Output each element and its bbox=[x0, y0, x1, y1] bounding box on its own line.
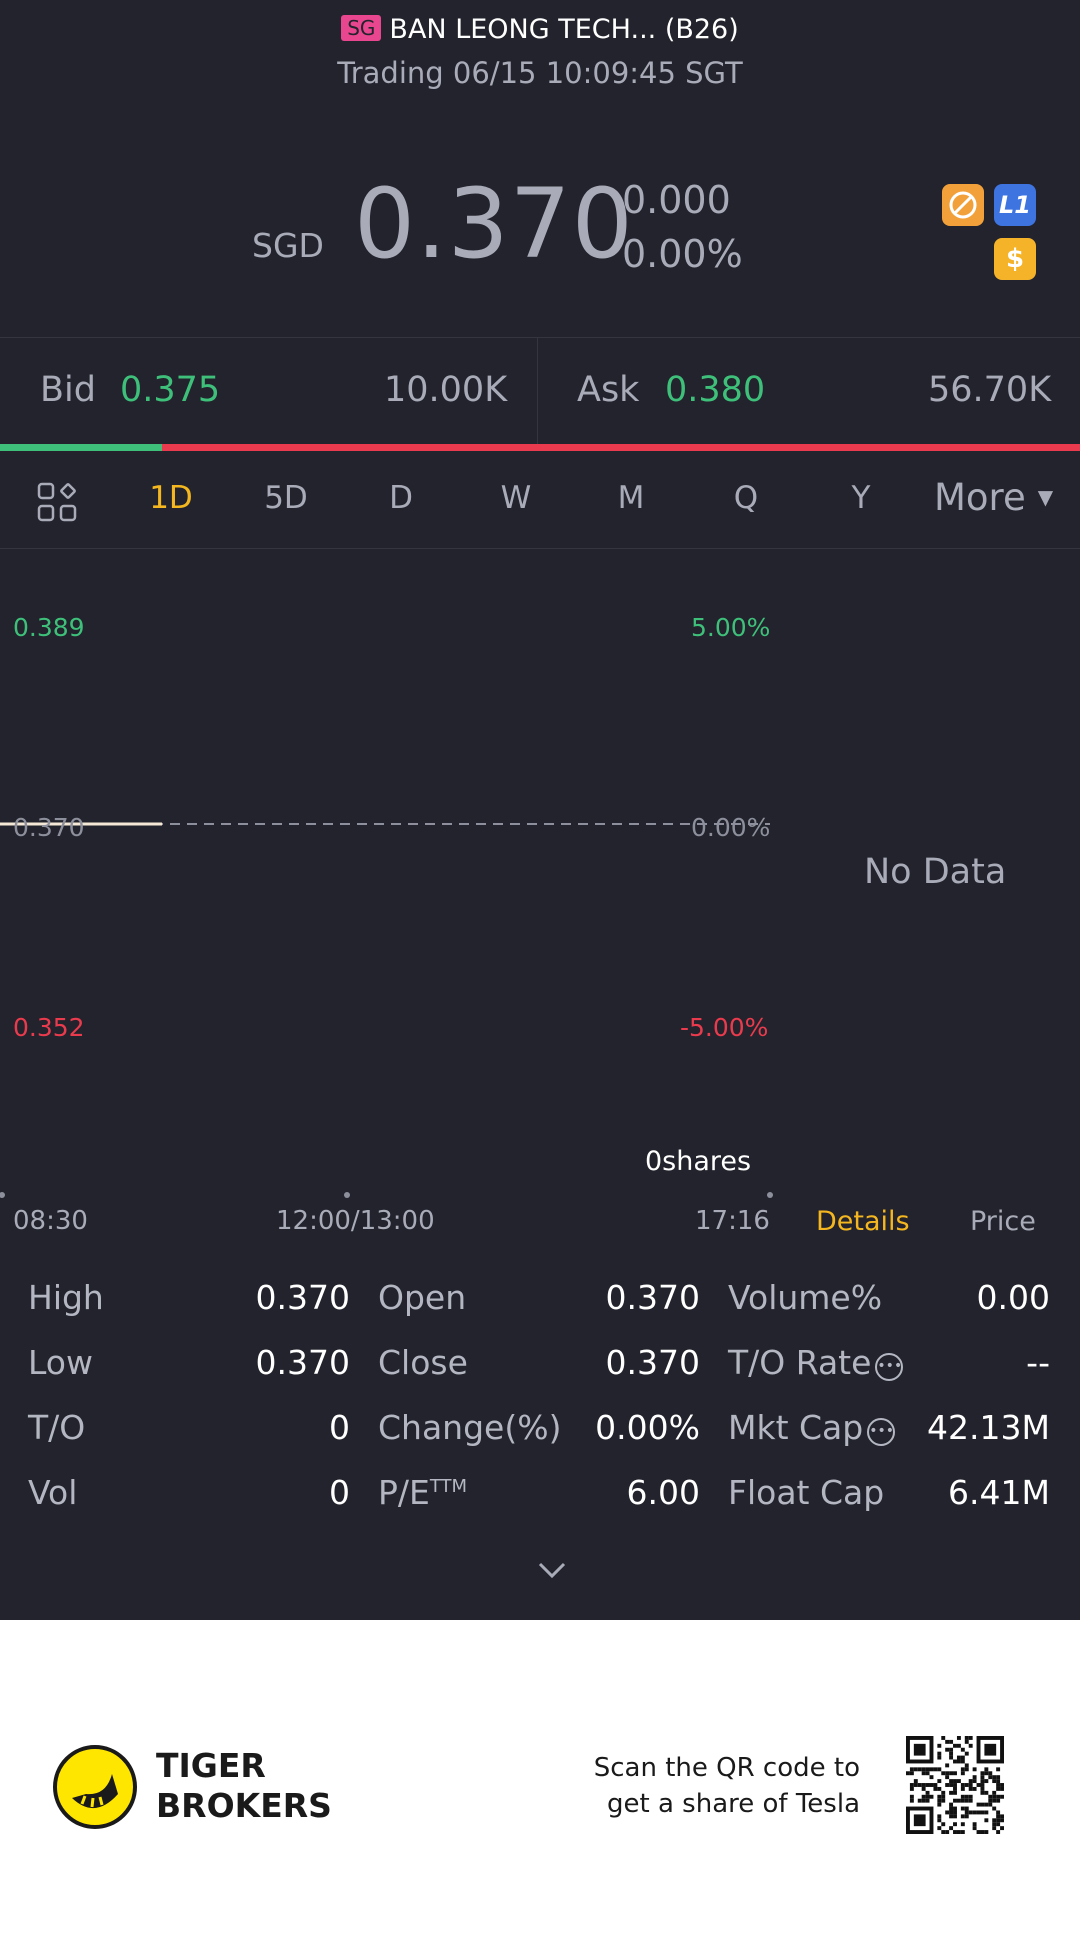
info-icon[interactable]: ••• bbox=[875, 1353, 904, 1381]
axis-pct-high: 5.00% bbox=[691, 613, 771, 642]
stock-title[interactable]: SG BAN LEONG TECH... (B26) bbox=[0, 14, 1080, 45]
stat-high-value: 0.370 bbox=[255, 1278, 350, 1317]
bid-volume: 10.00K bbox=[384, 370, 508, 410]
scan-prompt: Scan the QR code to get a share of Tesla bbox=[560, 1750, 860, 1822]
tab-q[interactable]: Q bbox=[733, 480, 759, 516]
divider bbox=[0, 337, 1080, 338]
caret-down-icon: ▼ bbox=[1037, 485, 1054, 509]
ask-price: 0.380 bbox=[665, 370, 766, 410]
volume-shares-label: 0shares bbox=[645, 1146, 752, 1177]
stat-float-cap-value: 6.41M bbox=[948, 1473, 1050, 1512]
bid-price: 0.375 bbox=[120, 370, 221, 410]
intraday-chart[interactable] bbox=[0, 560, 1080, 1220]
stat-close-label: Close bbox=[378, 1343, 468, 1382]
stat-volume-pct-value: 0.00 bbox=[976, 1278, 1050, 1317]
tab-price[interactable]: Price bbox=[970, 1206, 1036, 1237]
price-change-percent: 0.00% bbox=[622, 232, 743, 276]
chevron-down-icon[interactable] bbox=[534, 1558, 570, 1582]
dollar-icon[interactable]: $ bbox=[994, 238, 1036, 280]
brand-line2: BROKERS bbox=[156, 1786, 332, 1825]
grid-icon[interactable] bbox=[37, 482, 77, 522]
axis-price-mid: 0.370 bbox=[13, 813, 85, 842]
ask-strength-bar bbox=[162, 444, 1080, 451]
price-change: 0.000 bbox=[622, 178, 731, 222]
trading-status: Trading 06/15 10:09:45 SGT bbox=[337, 56, 743, 90]
ask-volume: 56.70K bbox=[928, 370, 1052, 410]
tiger-logo-icon bbox=[53, 1745, 137, 1829]
stat-to-rate-label: T/O Rate ••• bbox=[728, 1343, 904, 1382]
stat-vol-value: 0 bbox=[329, 1473, 350, 1512]
bid-strength-bar bbox=[0, 444, 162, 451]
time-end: 17:16 bbox=[695, 1206, 770, 1236]
scan-line1: Scan the QR code to bbox=[593, 1753, 860, 1783]
period-tabs: 1D 5D D W M Q Y bbox=[0, 476, 1080, 536]
axis-price-high: 0.389 bbox=[13, 613, 85, 642]
stat-to-rate-text: T/O Rate bbox=[728, 1343, 872, 1382]
stat-change-value: 0.00% bbox=[595, 1408, 700, 1447]
quote-screen: SG BAN LEONG TECH... (B26) Trading 06/15 … bbox=[0, 0, 1080, 1620]
tab-y[interactable]: Y bbox=[851, 480, 871, 516]
brand-name: TIGER BROKERS bbox=[156, 1746, 332, 1826]
tab-w[interactable]: W bbox=[500, 480, 532, 516]
axis-dot bbox=[767, 1192, 773, 1198]
stat-float-cap-label: Float Cap bbox=[728, 1473, 885, 1512]
axis-price-low: 0.352 bbox=[13, 1013, 85, 1042]
stat-to-rate-value: -- bbox=[1026, 1343, 1050, 1382]
level1-icon[interactable]: L1 bbox=[994, 184, 1036, 226]
scan-line2: get a share of Tesla bbox=[607, 1789, 860, 1819]
stat-open-label: Open bbox=[378, 1278, 467, 1317]
time-start: 08:30 bbox=[13, 1206, 88, 1236]
stat-turnover-label: T/O bbox=[28, 1408, 86, 1447]
divider bbox=[537, 338, 538, 444]
stat-mkt-cap-value: 42.13M bbox=[927, 1408, 1050, 1447]
axis-pct-low: -5.00% bbox=[680, 1013, 769, 1042]
stat-low-value: 0.370 bbox=[255, 1343, 350, 1382]
ask-label: Ask bbox=[577, 370, 640, 410]
stat-mkt-cap-label: Mkt Cap ••• bbox=[728, 1408, 896, 1447]
stat-pe-sup: TTM bbox=[429, 1476, 468, 1497]
stock-name: BAN LEONG TECH... (B26) bbox=[389, 14, 739, 45]
brand-line1: TIGER bbox=[156, 1746, 266, 1785]
tab-5d[interactable]: 5D bbox=[264, 480, 308, 516]
stat-open-value: 0.370 bbox=[605, 1278, 700, 1317]
stat-pe-value: 6.00 bbox=[626, 1473, 700, 1512]
stat-turnover-value: 0 bbox=[329, 1408, 350, 1447]
axis-pct-mid: 0.00% bbox=[691, 813, 771, 842]
tab-m[interactable]: M bbox=[617, 480, 645, 516]
tab-d[interactable]: D bbox=[389, 480, 413, 516]
tab-details[interactable]: Details bbox=[816, 1206, 910, 1237]
stat-mkt-cap-text: Mkt Cap bbox=[728, 1408, 864, 1447]
last-price: 0.370 bbox=[354, 168, 634, 280]
region-badge: SG bbox=[341, 15, 382, 41]
divider bbox=[0, 548, 1080, 549]
bid-label: Bid bbox=[40, 370, 96, 410]
axis-dot bbox=[0, 1192, 5, 1198]
more-label: More bbox=[934, 476, 1026, 519]
stat-close-value: 0.370 bbox=[605, 1343, 700, 1382]
share-footer: TIGER BROKERS Scan the QR code to get a … bbox=[0, 1620, 1080, 1950]
stat-vol-label: Vol bbox=[28, 1473, 78, 1512]
stat-pe-text: P/E bbox=[378, 1473, 430, 1512]
stat-pe-label: P/ETTM bbox=[378, 1473, 467, 1512]
stat-low-label: Low bbox=[28, 1343, 93, 1382]
time-mid: 12:00/13:00 bbox=[276, 1206, 435, 1236]
currency-label: SGD bbox=[252, 226, 324, 265]
tab-1d[interactable]: 1D bbox=[149, 480, 193, 516]
no-shorting-icon[interactable] bbox=[942, 184, 984, 226]
no-data-label: No Data bbox=[864, 852, 1007, 892]
stat-change-label: Change(%) bbox=[378, 1408, 562, 1447]
qr-code[interactable] bbox=[906, 1736, 1004, 1834]
stat-volume-pct-label: Volume% bbox=[728, 1278, 883, 1317]
stat-high-label: High bbox=[28, 1278, 104, 1317]
more-periods-button[interactable]: More ▼ bbox=[934, 476, 1053, 519]
info-icon[interactable]: ••• bbox=[867, 1418, 896, 1446]
axis-dot bbox=[344, 1192, 350, 1198]
